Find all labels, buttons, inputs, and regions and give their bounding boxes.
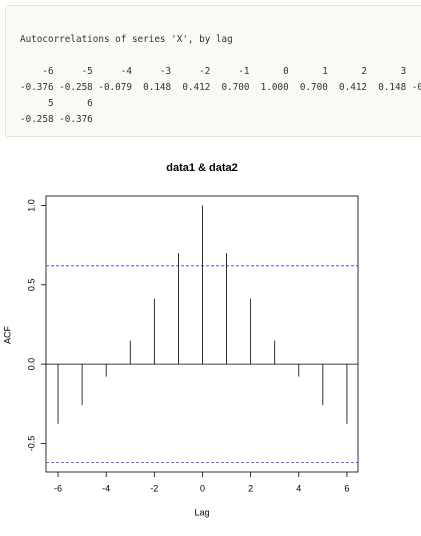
console-line: -0.258 -0.376 <box>20 114 99 125</box>
x-tick-label: -2 <box>150 483 158 493</box>
console-output: Autocorrelations of series 'X', by lag -… <box>5 5 421 137</box>
y-axis-label: ACF <box>2 325 12 344</box>
x-tick-label: 2 <box>248 483 253 493</box>
x-tick-label: 6 <box>344 483 349 493</box>
y-tick-label: 0.5 <box>26 279 36 292</box>
console-line: 5 6 <box>20 98 99 109</box>
console-line: -0.376 -0.258 -0.079 0.148 0.412 0.700 1… <box>20 82 421 93</box>
x-tick-label: 4 <box>296 483 301 493</box>
console-line: Autocorrelations of series 'X', by lag <box>20 34 233 45</box>
console-line: -6 -5 -4 -3 -2 -1 0 1 2 3 4 <box>20 66 421 77</box>
x-tick-label: -6 <box>54 483 62 493</box>
y-tick-label: 1.0 <box>26 199 36 212</box>
y-tick-label: -0.5 <box>26 436 36 452</box>
chart-title: data1 & data2 <box>166 162 238 174</box>
x-tick-label: 0 <box>200 483 205 493</box>
x-axis-label: Lag <box>194 507 209 517</box>
console-line <box>20 48 421 64</box>
plot-frame <box>45 195 359 473</box>
y-tick-label: 0.0 <box>26 358 36 371</box>
x-tick-label: -4 <box>102 483 110 493</box>
chart: data1 & data2 Lag ACF -6 -4 -2 0 2 4 6 -0.5 0.0 0… <box>2 162 359 517</box>
